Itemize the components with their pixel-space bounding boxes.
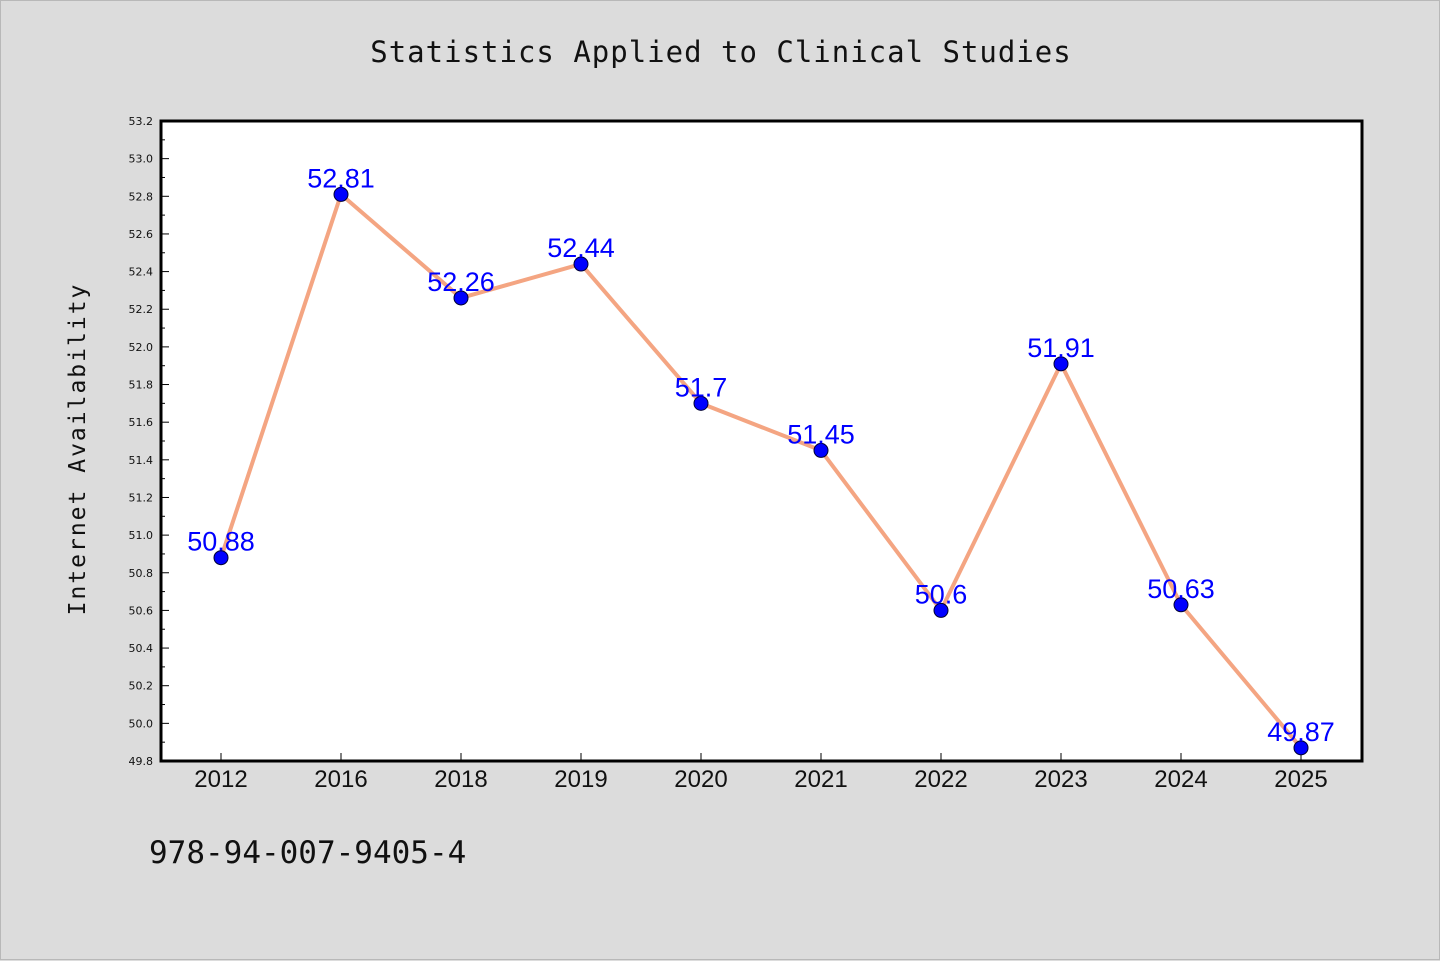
chart-title: Statistics Applied to Clinical Studies [370, 35, 1072, 69]
y-tick-label: 50.6 [129, 604, 154, 617]
y-tick-label: 51.2 [129, 491, 154, 504]
data-label: 49.87 [1267, 717, 1335, 747]
data-point [453, 290, 469, 306]
x-tick-label: 2016 [314, 766, 367, 793]
y-tick-label: 50.0 [129, 717, 154, 730]
y-tick-label: 53.2 [129, 115, 154, 128]
data-label: 51.7 [675, 372, 728, 402]
x-tick-label: 2012 [194, 766, 247, 793]
x-tick-label: 2024 [1154, 766, 1207, 793]
y-tick-label: 52.4 [129, 266, 154, 279]
y-tick-label: 49.8 [129, 755, 154, 768]
x-tick-label: 2020 [674, 766, 727, 793]
data-point [693, 395, 709, 411]
y-tick-label: 52.6 [129, 228, 154, 241]
y-tick-label: 51.6 [129, 416, 154, 429]
data-point [1053, 356, 1069, 372]
data-label: 50.6 [915, 579, 968, 609]
y-tick-label: 53.0 [129, 153, 154, 166]
data-point [333, 186, 349, 202]
y-tick-label: 51.8 [129, 379, 154, 392]
y-tick-label: 50.4 [129, 642, 154, 655]
y-tick-label: 50.8 [129, 567, 154, 580]
data-label: 50.63 [1147, 574, 1215, 604]
x-tick-label: 2021 [794, 766, 847, 793]
isbn-footnote: 978-94-007-9405-4 [149, 835, 467, 871]
data-label: 50.88 [187, 527, 255, 557]
data-point [933, 602, 949, 618]
data-label: 51.45 [787, 419, 855, 449]
y-tick-label: 52.2 [129, 303, 154, 316]
data-label: 51.91 [1027, 333, 1095, 363]
data-label: 52.81 [307, 163, 375, 193]
y-tick-label: 50.2 [129, 680, 154, 693]
data-point [213, 550, 229, 566]
data-label: 52.26 [427, 267, 495, 297]
x-tick-label: 2018 [434, 766, 487, 793]
y-tick-label: 51.0 [129, 529, 154, 542]
x-tick-label: 2025 [1274, 766, 1327, 793]
y-tick-label: 52.0 [129, 341, 154, 354]
plot-frame [159, 119, 1364, 763]
y-tick-label: 51.4 [129, 454, 154, 467]
x-tick-label: 2022 [914, 766, 967, 793]
data-point [813, 442, 829, 458]
y-tick-label: 52.8 [129, 190, 154, 203]
data-point [1173, 597, 1189, 613]
x-tick-label: 2019 [554, 766, 607, 793]
plot-area [161, 121, 1362, 761]
data-point [1293, 740, 1309, 756]
data-label: 52.44 [547, 233, 615, 263]
series-line [219, 192, 1303, 750]
data-point [573, 256, 589, 272]
x-tick-label: 2023 [1034, 766, 1087, 793]
